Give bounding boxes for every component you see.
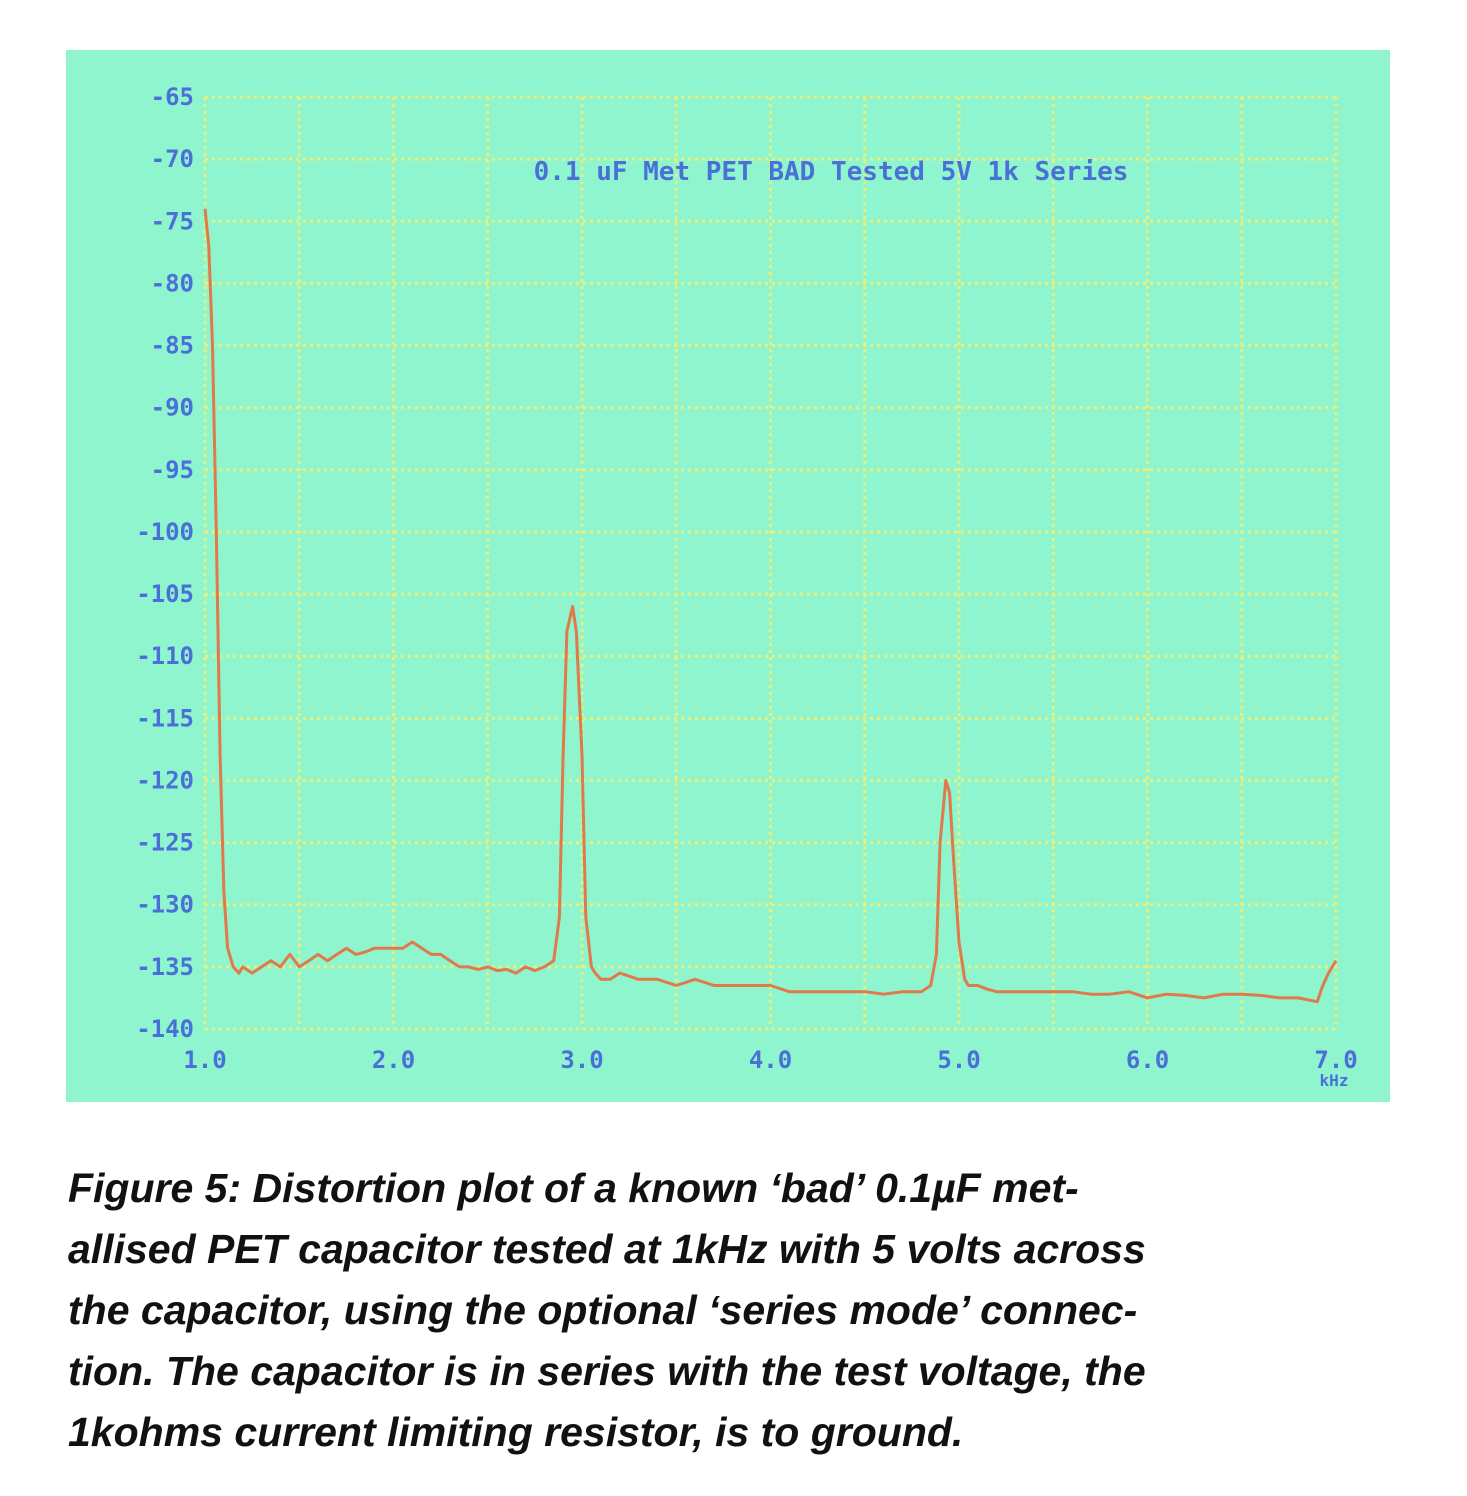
x-tick-label: 1.0 [183, 1046, 226, 1074]
chart-title: 0.1 uF Met PET BAD Tested 5V 1k Series [534, 157, 1129, 187]
series-trace [203, 208, 1338, 1004]
x-axis-ticks: 1.0 2.0 3.0 4.0 5.0 6.0 7.0 [183, 1046, 1357, 1074]
y-tick-label: -70 [151, 145, 194, 173]
y-tick-label: -80 [151, 269, 194, 297]
x-tick-label: 5.0 [937, 1046, 980, 1074]
y-tick-label: -140 [136, 1015, 194, 1043]
y-tick-label: -120 [136, 766, 194, 794]
caption-line: tion. The capacitor is in series with th… [68, 1348, 1146, 1394]
grid-lines [203, 95, 1338, 1031]
y-tick-label: -100 [136, 518, 194, 546]
x-tick-label: 7.0 [1314, 1046, 1357, 1074]
y-tick-label: -90 [151, 394, 194, 422]
x-tick-label: 6.0 [1126, 1046, 1169, 1074]
y-tick-label: -115 [136, 704, 194, 732]
y-tick-label: -85 [151, 332, 194, 360]
y-tick-label: -125 [136, 829, 194, 857]
y-tick-label: -135 [136, 953, 194, 981]
x-tick-label: 4.0 [749, 1046, 792, 1074]
x-tick-label: 3.0 [560, 1046, 603, 1074]
figure-caption: Figure 5: Distortion plot of a known ‘ba… [68, 1158, 1408, 1463]
caption-line: 1kohms current limiting resistor, is to … [68, 1409, 964, 1455]
caption-line: allised PET capacitor tested at 1kHz wit… [68, 1226, 1146, 1272]
y-tick-label: -110 [136, 642, 194, 670]
x-tick-label: 2.0 [372, 1046, 415, 1074]
y-tick-label: -75 [151, 207, 194, 235]
y-tick-label: -95 [151, 456, 194, 484]
x-axis-unit-label: kHz [1320, 1071, 1349, 1090]
series-line [203, 208, 1338, 1004]
caption-line: the capacitor, using the optional ‘serie… [68, 1287, 1138, 1333]
distortion-plot: -65 -70 -75 -80 -85 -90 -95 -100 -105 -110 -115 -12… [136, 83, 1357, 1090]
caption-line: Figure 5: Distortion plot of a known ‘ba… [68, 1165, 1079, 1211]
y-axis-ticks: -65 -70 -75 -80 -85 -90 -95 -100 -105 -110 -115 -12… [136, 83, 194, 1043]
y-tick-label: -105 [136, 580, 194, 608]
y-tick-label: -130 [136, 891, 194, 919]
y-tick-label: -65 [151, 83, 194, 111]
chart-panel: -65 -70 -75 -80 -85 -90 -95 -100 -105 -110 -115 -12… [66, 50, 1390, 1102]
